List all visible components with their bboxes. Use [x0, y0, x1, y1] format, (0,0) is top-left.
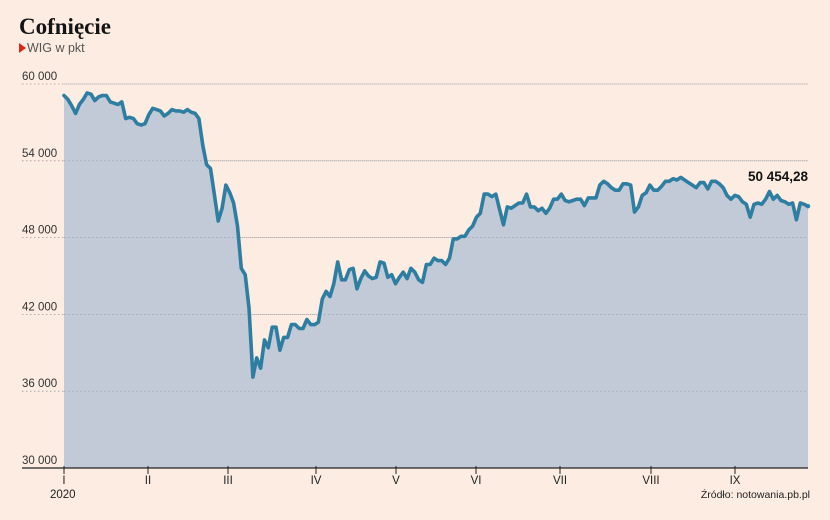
red-triangle-icon [19, 43, 26, 53]
x-tick-label: III [223, 475, 233, 487]
y-tick-label: 60 000 [22, 71, 57, 83]
x-tick-label: I [62, 475, 65, 487]
x-tick-label: IX [730, 475, 741, 487]
series-area [64, 93, 808, 468]
x-tick-label: II [145, 475, 151, 487]
x-tick-label: VIII [642, 475, 659, 487]
x-tick-label: IV [311, 475, 322, 487]
y-tick-label: 48 000 [22, 225, 57, 237]
series-line [62, 91, 810, 379]
x-tick-label: VI [471, 475, 482, 487]
y-tick-label: 42 000 [22, 301, 57, 313]
y-tick-label: 30 000 [22, 455, 57, 467]
x-tick-label: VII [553, 475, 567, 487]
chart-subtitle: WIG w pkt [19, 41, 85, 55]
subtitle-label: WIG w pkt [27, 41, 85, 55]
chart-title: Cofnięcie [19, 14, 111, 39]
last-value-point [805, 203, 811, 209]
y-tick-label: 36 000 [22, 378, 57, 390]
source-note: Źródło: notowania.pb.pl [700, 489, 810, 501]
last-value-label: 50 454,28 [748, 169, 809, 184]
x-tick-label: V [392, 475, 400, 487]
year-label: 2020 [50, 489, 76, 501]
y-tick-label: 54 000 [22, 148, 57, 160]
